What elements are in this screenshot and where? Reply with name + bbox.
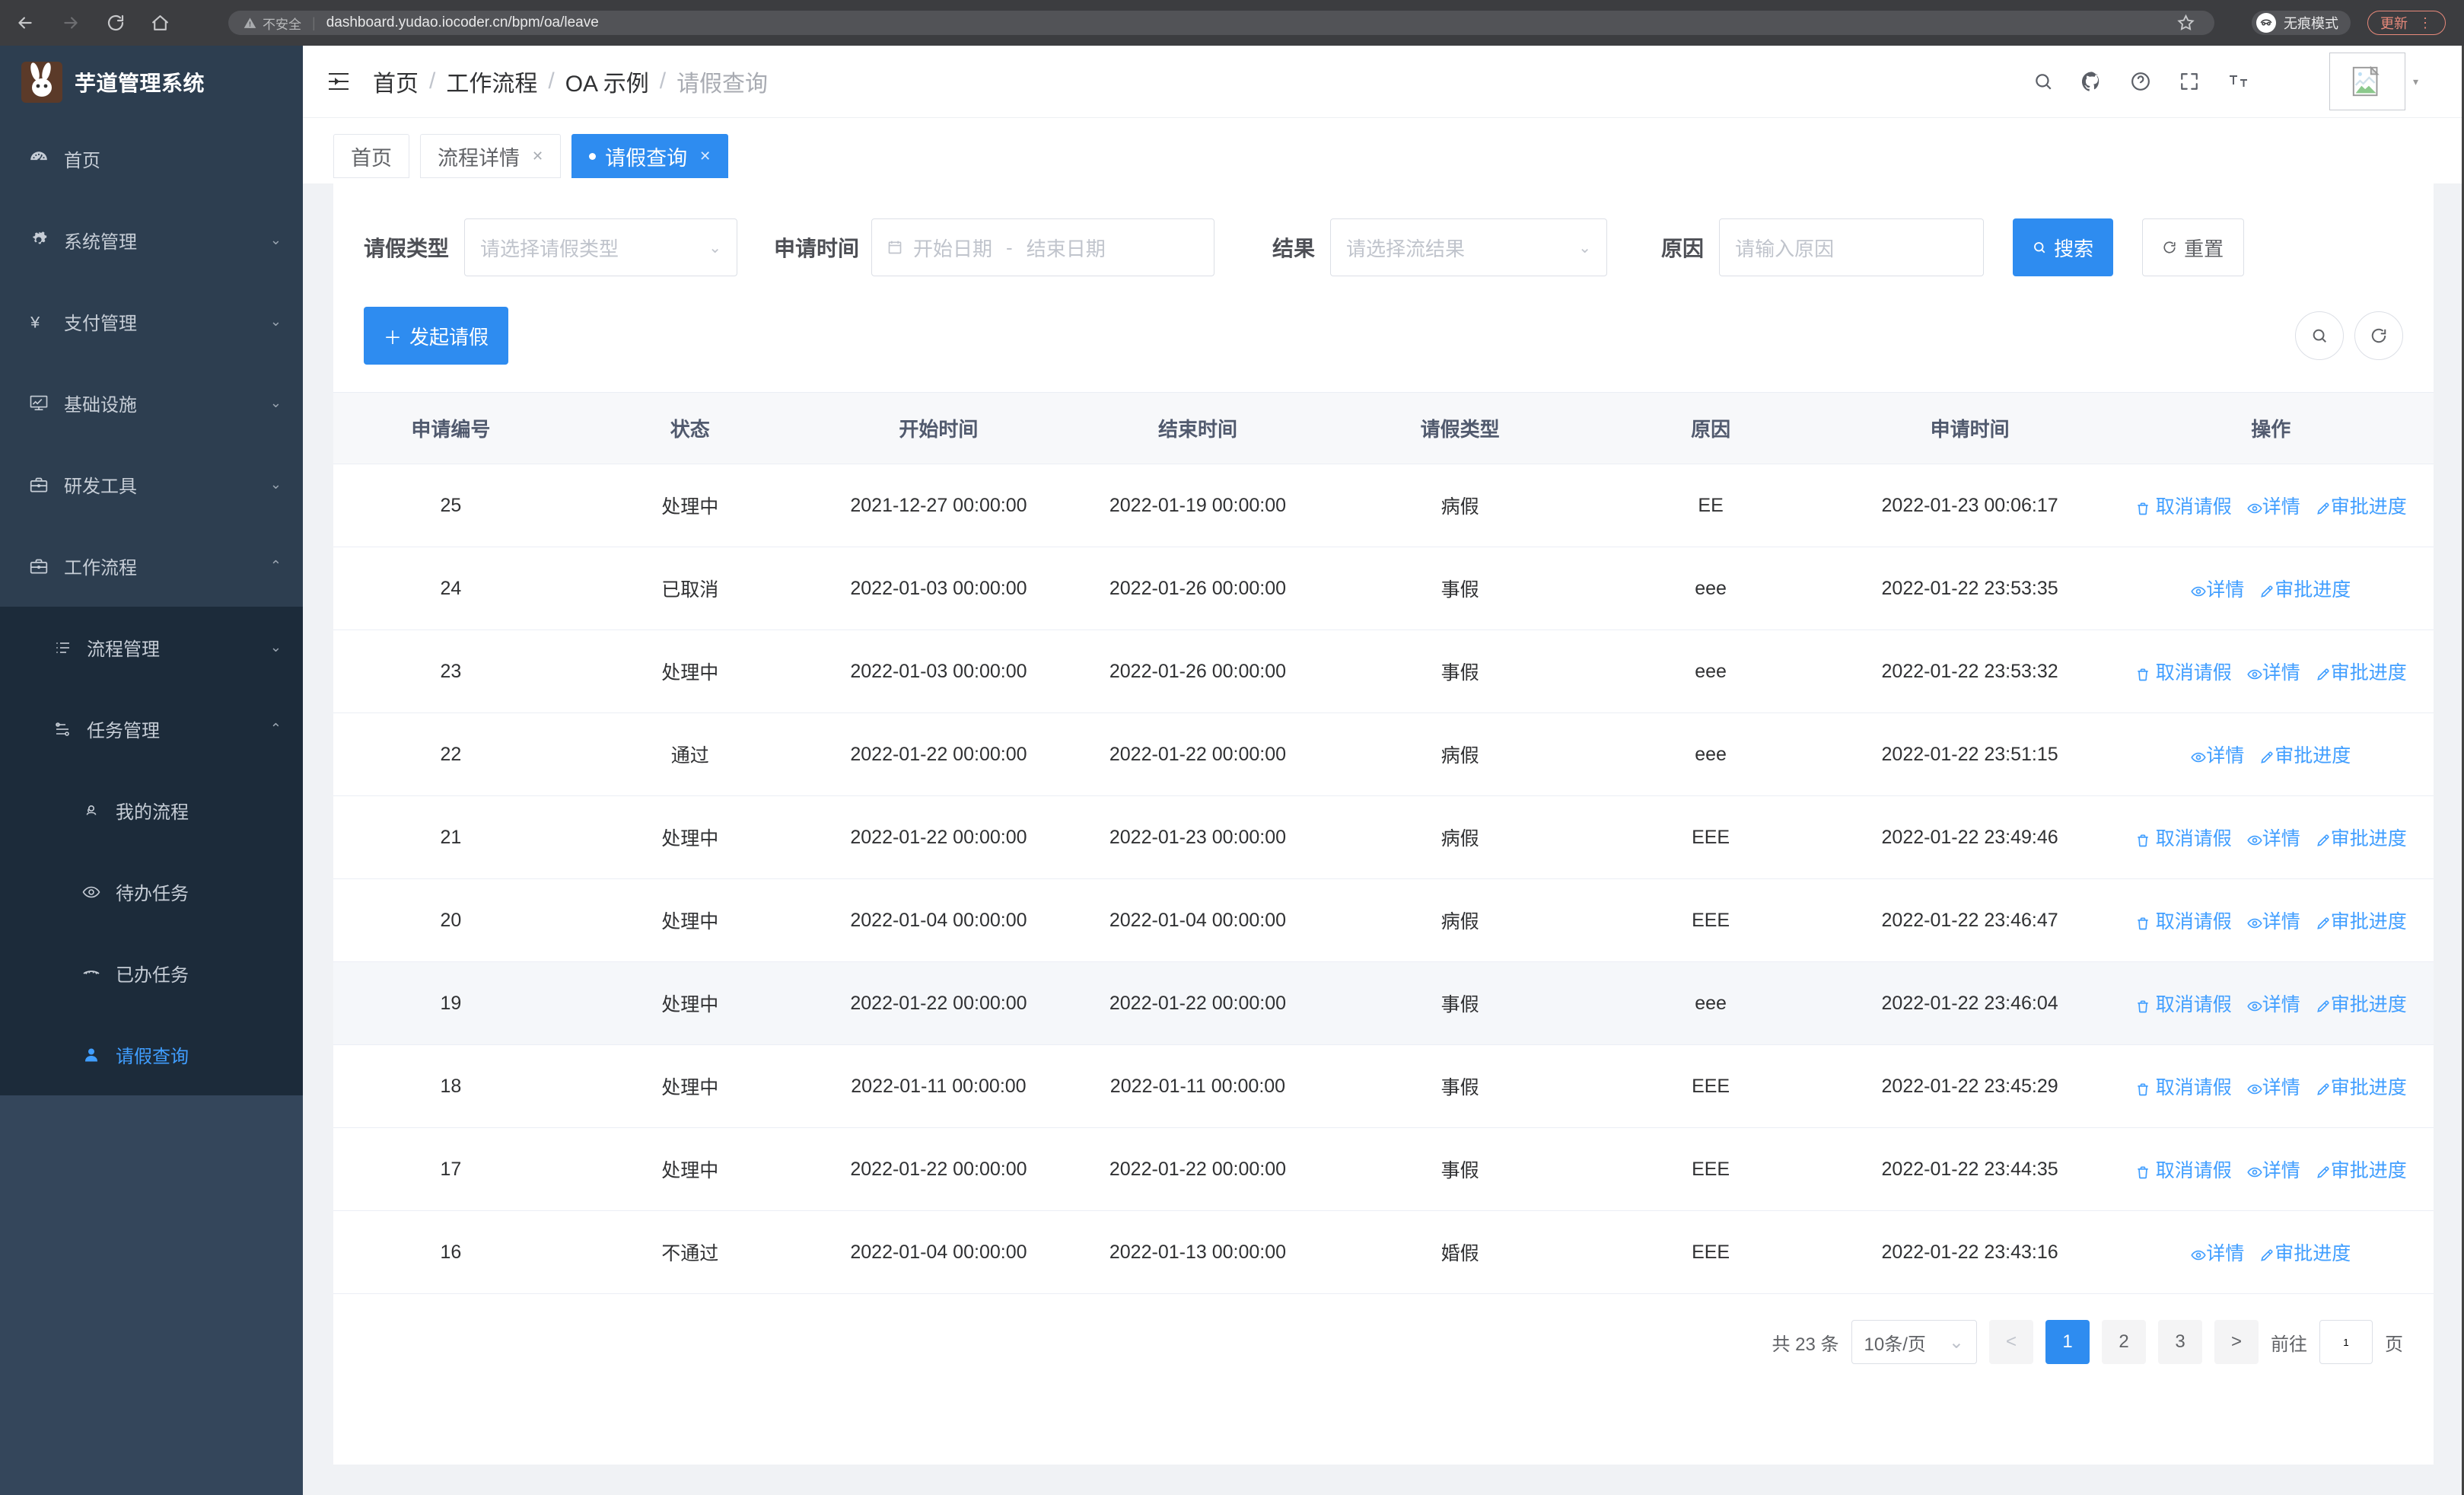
svg-text:¥: ¥ bbox=[30, 312, 40, 331]
